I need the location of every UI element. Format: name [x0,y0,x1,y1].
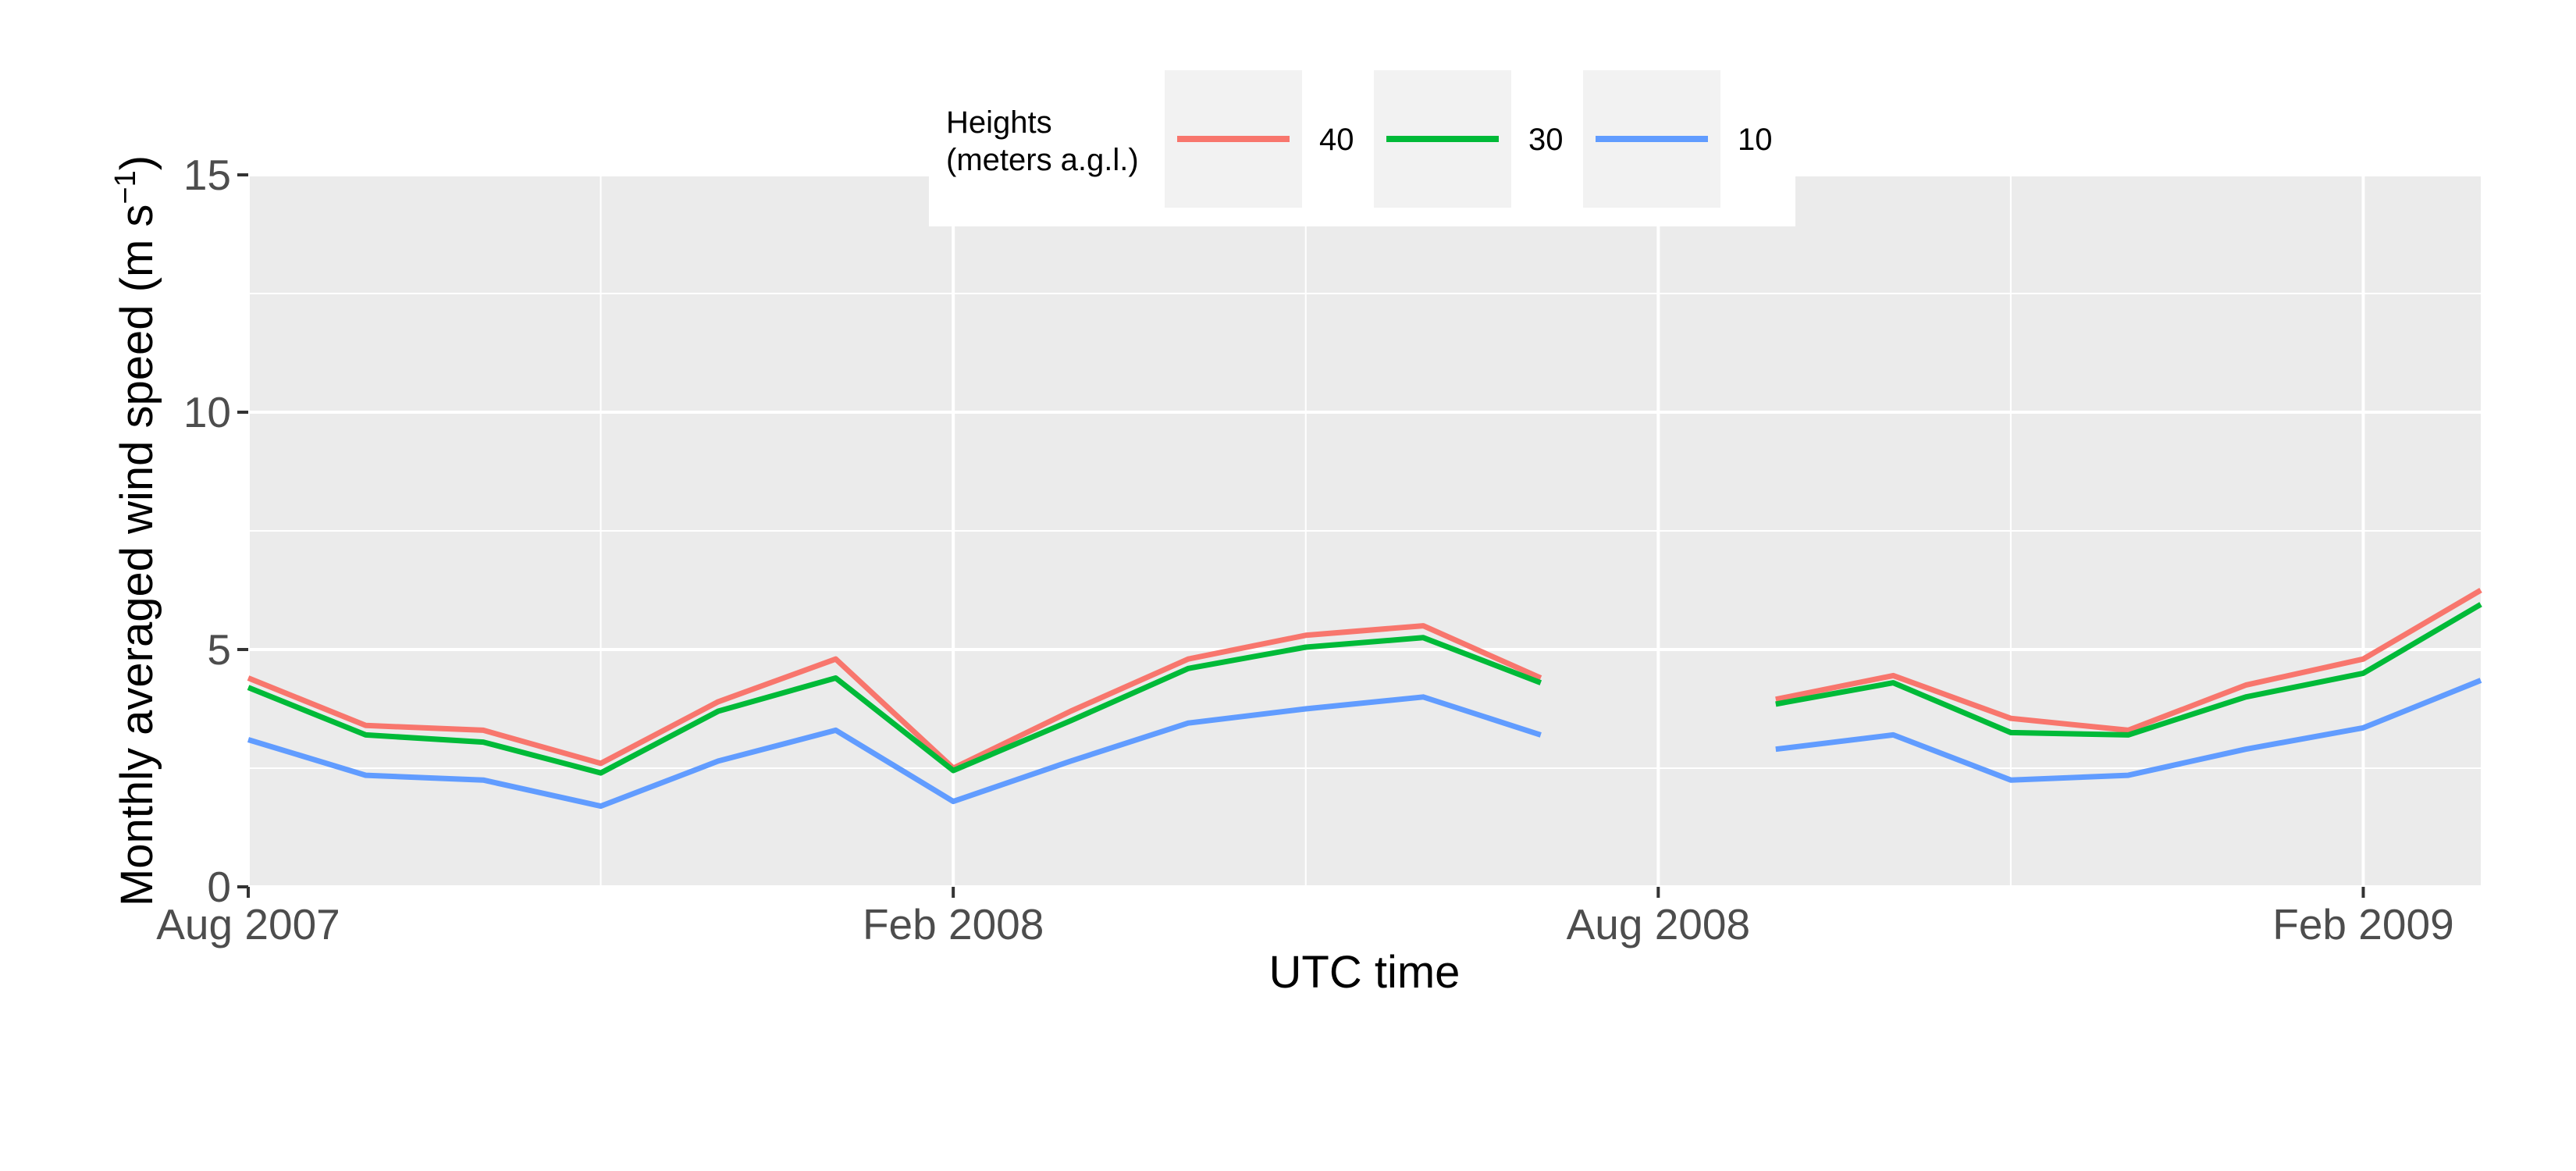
series-line-40 [247,587,2482,771]
legend-label-40: 40 [1319,123,1354,157]
y-axis-title-main: Monthly averaged wind speed (m s [112,205,162,906]
legend-label-10: 10 [1738,123,1773,157]
grid-minor [248,175,2481,887]
legend-title-2: (meters a.g.l.) [946,143,1139,177]
y-tick-label: 15 [183,151,231,199]
series-layer [247,587,2482,810]
axes-layer: 0 5 10 15 Aug 2007 Feb 2008 Aug 2008 Feb 2009 [156,151,2453,949]
x-tick-label: Aug 2007 [156,900,340,949]
series-line-10 [247,678,2482,810]
legend-title: Heights [946,105,1052,140]
x-tick-label: Aug 2008 [1567,900,1751,949]
y-tick-label: 0 [207,863,231,911]
x-tick-label: Feb 2009 [2272,900,2453,949]
legend-label-30: 30 [1528,123,1564,157]
y-axis-title-superscript: −1 [109,170,142,204]
series-line-30 [247,602,2482,776]
y-tick-label: 5 [207,625,231,674]
legend: Heights (meters a.g.l.) 40 30 10 [929,70,1795,226]
x-tick-label: Feb 2008 [863,900,1044,949]
legend-keys: 40 30 10 [1165,70,1773,208]
y-axis-title-close: ) [112,155,162,170]
x-axis-title: UTC time [1269,947,1461,998]
y-tick-label: 10 [183,388,231,436]
y-axis-title: Monthly averaged wind speed (m s−1) [109,155,162,906]
